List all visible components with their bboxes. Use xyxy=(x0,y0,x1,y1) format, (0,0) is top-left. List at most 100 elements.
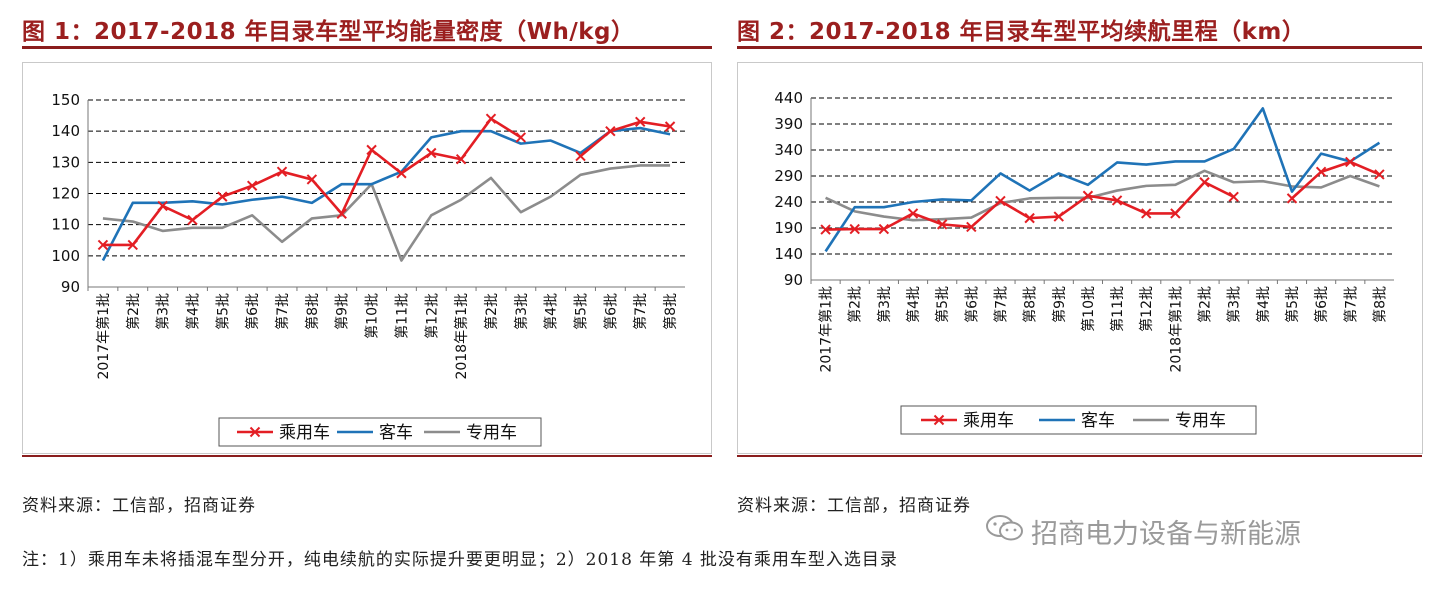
x-tick-label: 第7批 xyxy=(274,293,291,330)
x-tick-label: 第2批 xyxy=(847,286,864,323)
y-tick-label: 140 xyxy=(774,245,803,263)
passenger-point-marker xyxy=(1170,208,1181,219)
legend-marker xyxy=(933,414,945,426)
x-tick-label: 第12批 xyxy=(1138,286,1155,332)
y-tick-label: 90 xyxy=(784,271,803,289)
wechat-icon xyxy=(985,513,1025,550)
x-tick-label: 第7批 xyxy=(632,293,649,330)
x-tick-label: 第10批 xyxy=(364,293,381,339)
x-tick-label: 第10批 xyxy=(1080,286,1097,332)
x-tick-label: 2018年第1批 xyxy=(1167,286,1184,373)
x-tick-label: 第9批 xyxy=(334,293,351,330)
x-tick-label: 2018年第1批 xyxy=(453,293,470,380)
passenger-point-marker xyxy=(820,224,831,235)
passenger-point-marker xyxy=(366,144,377,156)
y-tick-label: 240 xyxy=(774,193,803,211)
x-tick-label: 第3批 xyxy=(876,286,893,323)
figure1-bottom-rule xyxy=(22,455,712,457)
passenger-point-marker xyxy=(849,223,860,235)
y-tick-label: 90 xyxy=(61,278,80,296)
y-tick-label: 140 xyxy=(51,122,80,140)
passenger-point-marker xyxy=(936,219,948,230)
y-tick-label: 130 xyxy=(51,153,80,171)
series-line-special xyxy=(102,164,671,262)
passenger-point-marker xyxy=(426,147,437,159)
passenger-point-marker xyxy=(187,214,198,226)
x-tick-label: 第11批 xyxy=(393,293,410,339)
passenger-point-marker xyxy=(1286,193,1298,204)
legend-label-bus: 客车 xyxy=(1081,411,1115,431)
footnote: 注：1）乘用车未将插混车型分开，纯电续航的实际提升要更明显；2）2018 年第 … xyxy=(22,550,898,570)
passenger-point-marker xyxy=(575,150,586,162)
x-tick-label: 第4批 xyxy=(184,293,201,330)
passenger-point-marker xyxy=(966,221,977,233)
figure2-bottom-rule xyxy=(737,455,1422,457)
legend-marker xyxy=(249,426,261,438)
x-tick-label: 第4批 xyxy=(543,293,560,330)
y-tick-label: 100 xyxy=(51,247,80,265)
passenger-point-marker xyxy=(1082,190,1094,201)
legend-label-special: 专用车 xyxy=(466,423,517,443)
figure1-source: 资料来源：工信部，招商证券 xyxy=(22,496,256,516)
x-tick-label: 第3批 xyxy=(513,293,530,330)
x-tick-label: 第2批 xyxy=(125,293,142,330)
x-tick-label: 第2批 xyxy=(1197,286,1214,323)
y-tick-label: 390 xyxy=(774,115,803,133)
series-line-passenger xyxy=(579,120,671,158)
legend-label-passenger: 乘用车 xyxy=(963,411,1014,431)
x-tick-label: 第5批 xyxy=(934,286,951,323)
passenger-point-marker xyxy=(995,195,1006,207)
passenger-point-marker xyxy=(1141,208,1152,219)
x-tick-label: 第5批 xyxy=(573,293,590,330)
figure2-title-rule xyxy=(737,46,1422,49)
passenger-point-marker xyxy=(664,121,676,132)
passenger-point-marker xyxy=(1315,166,1327,178)
series-line-special xyxy=(825,169,1380,222)
y-tick-label: 440 xyxy=(774,89,803,107)
x-tick-label: 第3批 xyxy=(155,293,172,330)
y-tick-label: 110 xyxy=(51,216,80,234)
passenger-point-marker xyxy=(1345,156,1356,168)
series-line-passenger xyxy=(1291,160,1380,200)
passenger-point-marker xyxy=(97,239,109,251)
legend-label-passenger: 乘用车 xyxy=(279,423,330,443)
x-tick-label: 第11批 xyxy=(1109,286,1126,332)
passenger-point-marker xyxy=(1053,211,1064,222)
series-line-passenger xyxy=(102,117,522,247)
passenger-point-marker xyxy=(635,116,646,128)
passenger-point-marker xyxy=(1199,177,1210,188)
passenger-point-marker xyxy=(1111,195,1123,206)
passenger-point-marker xyxy=(1228,191,1239,203)
passenger-point-marker xyxy=(455,154,467,165)
passenger-point-marker xyxy=(127,239,138,251)
passenger-point-marker xyxy=(605,125,616,137)
passenger-point-marker xyxy=(515,132,527,143)
x-tick-label: 第5批 xyxy=(1284,286,1301,323)
legend-label-bus: 客车 xyxy=(379,423,413,443)
passenger-point-marker xyxy=(1024,212,1035,224)
series-line-bus xyxy=(101,126,671,262)
x-tick-label: 第4批 xyxy=(905,286,922,323)
watermark-text: 招商电力设备与新能源 xyxy=(1031,519,1301,550)
passenger-point-marker xyxy=(396,168,407,179)
x-tick-label: 第9批 xyxy=(1051,286,1068,323)
x-tick-label: 第7批 xyxy=(1342,286,1359,323)
passenger-point-marker xyxy=(485,113,497,124)
figure1-title-rule xyxy=(22,46,712,49)
y-tick-label: 190 xyxy=(774,219,803,237)
passenger-point-marker xyxy=(276,166,288,177)
passenger-point-marker xyxy=(1374,169,1385,180)
figure2-source: 资料来源：工信部，招商证券 xyxy=(737,496,971,516)
x-tick-label: 第8批 xyxy=(662,293,679,330)
passenger-point-marker xyxy=(306,174,318,185)
x-tick-label: 第6批 xyxy=(963,286,980,323)
x-tick-label: 第8批 xyxy=(304,293,321,330)
x-tick-label: 第4批 xyxy=(1255,286,1272,323)
x-tick-label: 第8批 xyxy=(1022,286,1039,323)
figure1-chart-frame: 90 100 110 120 130 140 150 2017年第1批 第2批 第3批 第4批 第5批… xyxy=(22,62,712,454)
figure2-title: 图 2：2017-2018 年目录车型平均续航里程（km） xyxy=(737,19,1306,45)
x-tick-label: 2017年第1批 xyxy=(818,286,835,373)
x-tick-label: 第12批 xyxy=(423,293,440,339)
y-tick-label: 120 xyxy=(51,185,80,203)
